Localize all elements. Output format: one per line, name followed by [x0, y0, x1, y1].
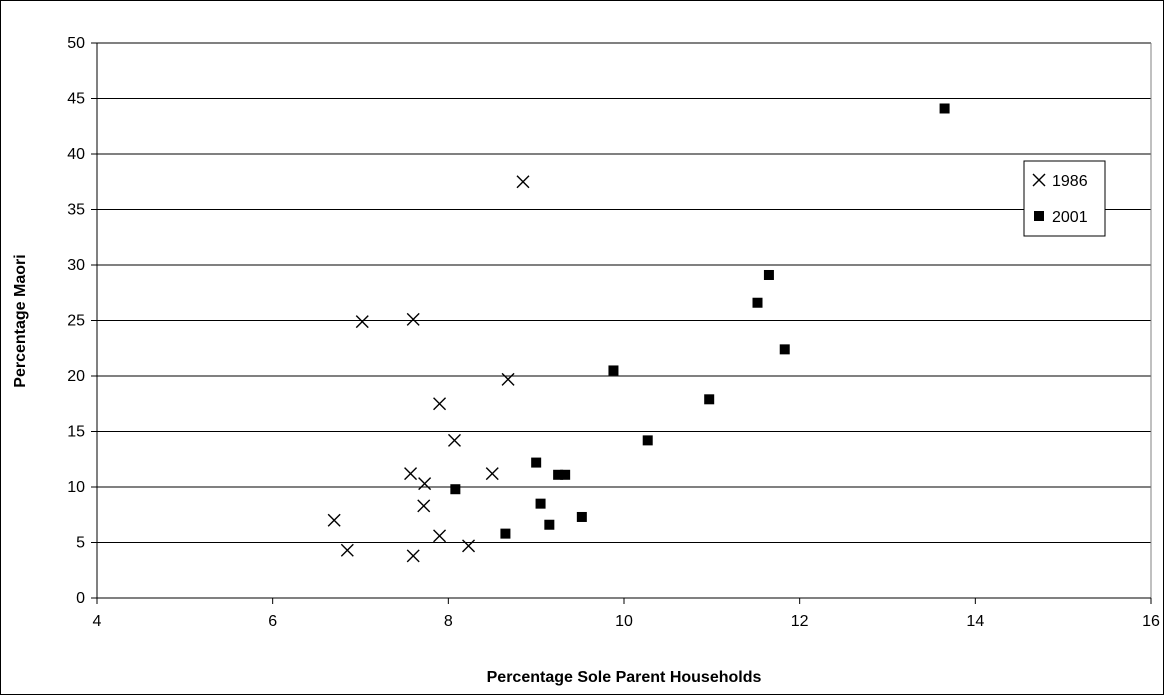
point-2001-9: [642, 435, 653, 446]
y-tick-label-45: 45: [67, 91, 85, 108]
point-1986-12: [485, 467, 499, 481]
x-tick-label-12: 12: [791, 613, 809, 630]
y-tick-label-25: 25: [67, 313, 85, 330]
legend-marker-2001: [1034, 211, 1044, 221]
point-2001-4: [544, 519, 555, 530]
point-2001-2: [531, 457, 542, 468]
point-2001-6: [560, 469, 571, 480]
point-2001-5: [553, 469, 564, 480]
point-2001-13: [779, 344, 790, 355]
x-tick-label-14: 14: [966, 613, 984, 630]
x-tick-label-6: 6: [268, 613, 277, 630]
y-tick-label-40: 40: [67, 146, 85, 163]
legend-label-2001: 2001: [1052, 209, 1088, 226]
point-1986-14: [516, 175, 530, 189]
y-tick-label-10: 10: [67, 479, 85, 496]
x-axis-ticks: 4 6 8 10 12 14 16: [93, 598, 1160, 630]
point-1986-8: [433, 397, 447, 411]
legend-box: [1023, 160, 1106, 237]
point-2001-3: [535, 498, 546, 509]
point-2001-14: [939, 103, 950, 114]
legend-marker-1986: [1032, 173, 1046, 187]
x-axis-title: Percentage Sole Parent Households: [487, 669, 762, 686]
y-tick-label-20: 20: [67, 368, 85, 385]
point-1986-5: [406, 549, 420, 563]
y-tick-label-5: 5: [76, 535, 85, 552]
point-2001-1: [500, 528, 511, 539]
point-2001-7: [576, 511, 587, 522]
y-axis-ticks: 0 5 10 15 20 25 30 35 40 45 50: [67, 35, 97, 607]
x-tick-label-10: 10: [615, 613, 633, 630]
point-1986-1: [340, 543, 354, 557]
y-axis-title: Percentage Maori: [12, 254, 29, 387]
point-2001-8: [608, 365, 619, 376]
point-2001-12: [763, 269, 774, 280]
point-2001-0: [450, 484, 461, 495]
legend-label-1986: 1986: [1052, 173, 1088, 190]
point-1986-0: [327, 513, 341, 527]
point-1986-10: [447, 433, 461, 447]
y-tick-label-30: 30: [67, 257, 85, 274]
x-tick-label-16: 16: [1142, 613, 1160, 630]
y-tick-label-50: 50: [67, 35, 85, 52]
y-tick-label-35: 35: [67, 202, 85, 219]
y-tick-label-15: 15: [67, 424, 85, 441]
point-1986-3: [404, 467, 418, 481]
point-1986-6: [417, 499, 431, 513]
point-1986-7: [418, 477, 432, 491]
point-1986-4: [406, 312, 420, 326]
x-tick-label-4: 4: [93, 613, 102, 630]
point-1986-13: [501, 372, 515, 386]
x-tick-label-8: 8: [444, 613, 453, 630]
point-1986-2: [355, 315, 369, 329]
grid-lines: [97, 42, 1151, 543]
y-tick-label-0: 0: [76, 590, 85, 607]
point-1986-11: [462, 539, 476, 553]
legend: 1986 2001: [1023, 160, 1106, 237]
point-2001-10: [704, 394, 715, 405]
point-1986-9: [433, 529, 447, 543]
point-2001-11: [752, 297, 763, 308]
data-points: [327, 103, 950, 563]
